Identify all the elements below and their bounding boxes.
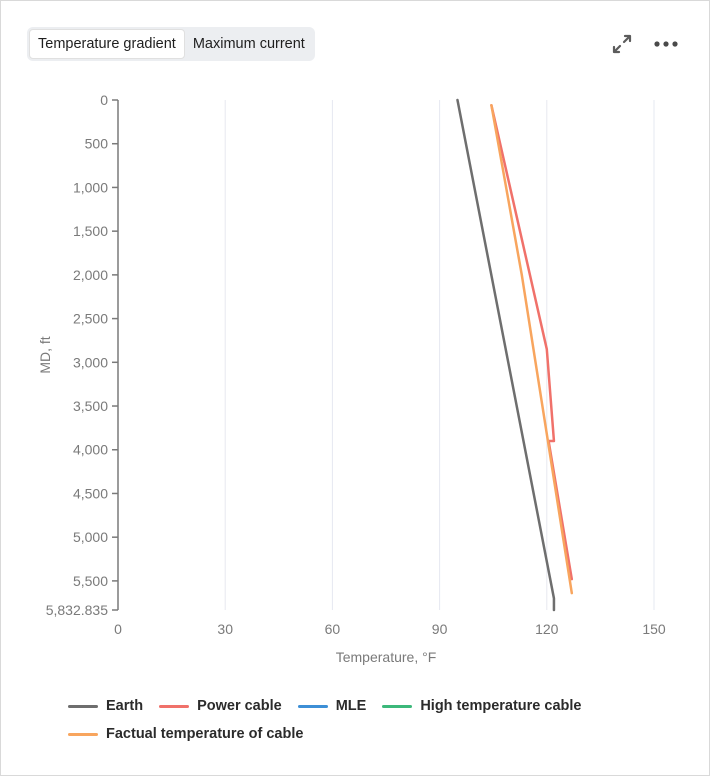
- x-tick-label: 150: [642, 621, 666, 637]
- axes: 0 30 60 90 120 150 0 500 1,000 1,500 2,000 2,500 3,0…: [46, 92, 666, 637]
- y-tick-label: 4,500: [73, 485, 108, 501]
- y-tick-label: 5,000: [73, 529, 108, 545]
- y-tick-label: 2,500: [73, 311, 108, 327]
- series-lines: [456, 98, 574, 612]
- y-axis-label: MD, ft: [37, 336, 53, 373]
- x-tick-label: 90: [432, 621, 448, 637]
- temperature-gradient-chart: 0 30 60 90 120 150 0 500 1,000 1,500 2,000 2,500 3,0…: [37, 92, 666, 665]
- x-axis-label: Temperature, °F: [336, 649, 437, 665]
- more-horizontal-icon[interactable]: [651, 29, 681, 59]
- factual-temperature-of-cable-line: [490, 103, 574, 595]
- earth-line: [456, 98, 556, 612]
- chart-tabs: Temperature gradient Maximum current: [27, 27, 315, 61]
- y-tick-label: 4,000: [73, 442, 108, 458]
- legend-swatch: [382, 704, 413, 708]
- chart-legend: Earth Power cable MLE High temperature cabl…: [68, 696, 668, 744]
- legend-swatch: [159, 704, 190, 708]
- x-tick-label: 120: [535, 621, 559, 637]
- legend-label: High temperature cable: [420, 698, 582, 714]
- y-tick-label: 1,500: [73, 223, 108, 239]
- legend-item-mle[interactable]: MLE: [297, 696, 367, 716]
- tab-maximum-current[interactable]: Maximum current: [192, 36, 305, 52]
- legend-item-factual-temperature-of-cable[interactable]: Factual temperature of cable: [68, 724, 303, 744]
- legend-label: MLE: [335, 698, 367, 714]
- y-tick-label: 3,500: [73, 398, 108, 414]
- legend-label: Power cable: [197, 698, 282, 714]
- y-tick-label: 2,000: [73, 267, 108, 283]
- legend-item-high-temperature-cable[interactable]: High temperature cable: [382, 696, 581, 716]
- y-tick-label: 1,000: [73, 179, 108, 195]
- legend-item-power-cable[interactable]: Power cable: [159, 696, 282, 716]
- legend-swatch: [68, 704, 98, 708]
- expand-icon[interactable]: [607, 29, 637, 59]
- x-tick-label: 30: [217, 621, 233, 637]
- y-tick-label: 3,000: [73, 354, 108, 370]
- y-tick-label: 5,832.835: [46, 602, 108, 618]
- y-tick-label: 500: [85, 136, 109, 152]
- legend-swatch: [68, 732, 98, 736]
- legend-label: Earth: [106, 698, 144, 714]
- legend-item-earth[interactable]: Earth: [68, 696, 143, 716]
- tab-temperature-gradient[interactable]: Temperature gradient: [29, 29, 185, 59]
- legend-label: Factual temperature of cable: [106, 726, 304, 742]
- y-tick-label: 5,500: [73, 573, 108, 589]
- y-tick-label: 0: [100, 92, 108, 108]
- x-tick-label: 60: [325, 621, 341, 637]
- legend-swatch: [297, 704, 328, 708]
- x-tick-label: 0: [114, 621, 122, 637]
- grid-lines: [224, 100, 655, 610]
